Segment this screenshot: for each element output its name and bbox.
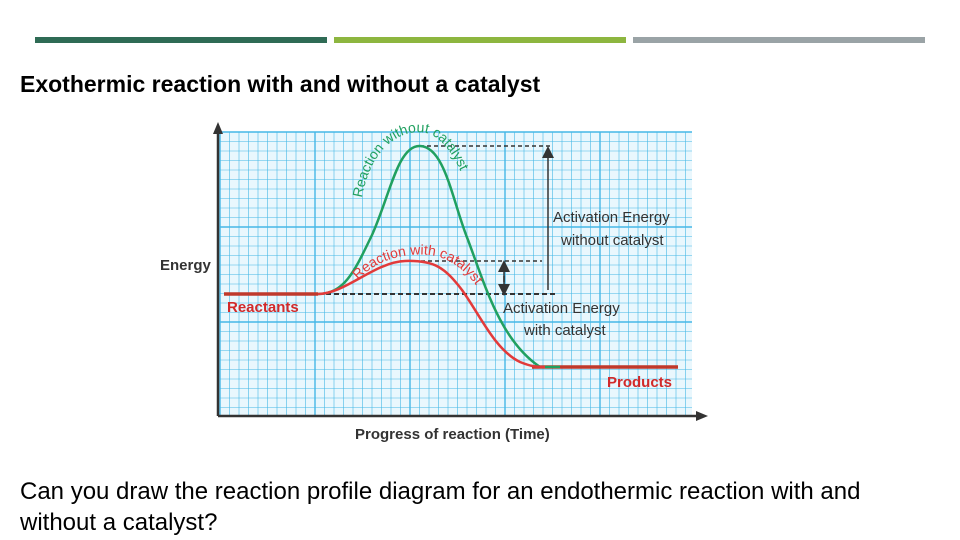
activation-energy-with-line2: with catalyst — [523, 322, 607, 339]
slide-title: Exothermic reaction with and without a c… — [20, 71, 541, 97]
energy-profile-diagram: Reaction without catalyst Reaction with … — [160, 119, 708, 443]
y-axis-arrowhead — [213, 122, 223, 134]
x-axis-arrowhead — [696, 411, 708, 421]
activation-energy-without-line2: without catalyst — [560, 232, 664, 249]
slide-question: Can you draw the reaction profile diagra… — [20, 478, 861, 536]
x-axis-label: Progress of reaction (Time) — [355, 426, 550, 443]
activation-energy-without-line1: Activation Energy — [553, 209, 670, 226]
reactants-label: Reactants — [227, 299, 299, 316]
curve-without-catalyst — [317, 144, 560, 369]
products-label: Products — [607, 374, 672, 391]
accent-bar-gray — [633, 37, 925, 43]
y-axis-label: Energy — [160, 257, 212, 274]
curve-with-catalyst — [317, 259, 546, 369]
accent-bar-dark-green — [35, 37, 327, 43]
activation-energy-with-line1: Activation Energy — [503, 300, 620, 317]
accent-bar-light-green — [334, 37, 626, 43]
